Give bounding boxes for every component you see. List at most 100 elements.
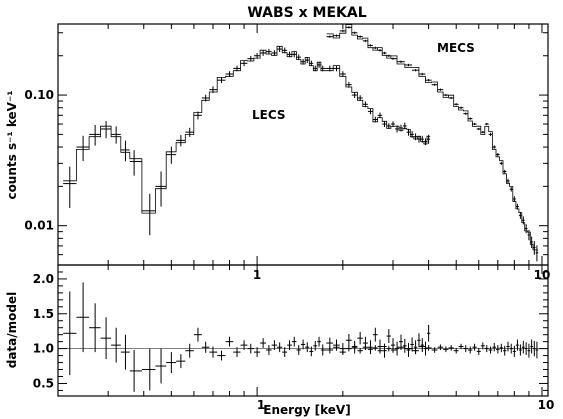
top-y-axis-label: counts s⁻¹ keV⁻¹ bbox=[5, 90, 19, 199]
mecs-data-point bbox=[488, 132, 493, 137]
lecs-data-point bbox=[326, 65, 334, 72]
lecs-data-point bbox=[129, 350, 142, 392]
mecs-data-point bbox=[351, 31, 358, 34]
mecs-data-point bbox=[404, 345, 413, 352]
mecs-data-point bbox=[515, 203, 519, 210]
lecs-data-point bbox=[291, 336, 297, 347]
mecs-data-point bbox=[480, 342, 485, 350]
mecs-data-point bbox=[509, 343, 513, 354]
lecs-data-point bbox=[225, 336, 234, 347]
mecs-data-point bbox=[339, 349, 346, 355]
mecs-data-point bbox=[425, 345, 432, 351]
top-y-tick-label: 0.01 bbox=[24, 219, 54, 233]
lecs-data-point bbox=[296, 54, 301, 61]
top-panel: 1 100.010.10 bbox=[24, 24, 550, 282]
lecs-data-point bbox=[247, 55, 254, 62]
lecs-data-point bbox=[185, 127, 194, 137]
lecs-data-point bbox=[410, 131, 414, 138]
bottom-x-tick-label: 10 bbox=[538, 398, 555, 412]
lecs-data-point bbox=[185, 343, 194, 358]
lecs-data-point bbox=[382, 121, 387, 127]
lecs-data-point bbox=[193, 111, 202, 120]
mecs-data-point bbox=[333, 34, 340, 37]
lecs-data-point bbox=[271, 50, 278, 56]
mecs-data-point bbox=[425, 79, 432, 82]
bottom-y-tick-label: 1.0 bbox=[33, 342, 54, 356]
lecs-data-point bbox=[63, 166, 77, 209]
lecs-data-point bbox=[63, 291, 77, 376]
mecs-data-point bbox=[431, 83, 438, 86]
mecs-data-point bbox=[518, 212, 522, 219]
mecs-data-point bbox=[458, 106, 464, 109]
lecs-data-point bbox=[420, 135, 424, 143]
mecs-data-point bbox=[357, 35, 363, 38]
mecs-data-point bbox=[518, 344, 522, 356]
lecs-data-point bbox=[260, 338, 267, 348]
lecs-data-point bbox=[402, 122, 407, 130]
lecs-data-point bbox=[282, 347, 288, 357]
mecs-data-point bbox=[480, 131, 485, 134]
mecs-data-point bbox=[506, 341, 510, 352]
mecs-data-point bbox=[362, 344, 368, 351]
lecs-data-point bbox=[287, 51, 292, 58]
lecs-data-point bbox=[357, 95, 363, 101]
mecs-data-point bbox=[345, 26, 352, 29]
lecs-data-point bbox=[120, 140, 130, 162]
mecs-data-point bbox=[527, 230, 531, 241]
lecs-data-point bbox=[317, 336, 321, 347]
lecs-data-point bbox=[313, 65, 318, 72]
mecs-data-point bbox=[418, 343, 426, 350]
lecs-data-point bbox=[357, 331, 363, 345]
lecs-data-point bbox=[317, 62, 321, 68]
lecs-data-point bbox=[100, 121, 112, 139]
lecs-data-point bbox=[345, 333, 352, 347]
lecs-data-point bbox=[253, 52, 261, 59]
lecs-data-point bbox=[260, 50, 267, 56]
bottom-panel-frame bbox=[57, 264, 549, 397]
mecs-data-point bbox=[453, 347, 459, 354]
lecs-data-point bbox=[176, 354, 186, 369]
lecs-data-point bbox=[217, 77, 226, 84]
lecs-data-point bbox=[423, 341, 428, 356]
mecs-data-point bbox=[535, 245, 539, 262]
chart-title: WABS x MEKAL bbox=[247, 5, 366, 21]
lecs-data-point bbox=[300, 58, 306, 65]
lecs-data-point bbox=[313, 340, 318, 351]
mecs-data-point bbox=[535, 341, 539, 359]
mecs-data-point bbox=[512, 196, 516, 202]
mecs-data-point bbox=[412, 69, 419, 72]
lecs-data-point bbox=[209, 86, 218, 94]
mecs-data-point bbox=[458, 343, 464, 350]
lecs-data-point bbox=[372, 327, 378, 342]
mecs-data-point bbox=[351, 343, 358, 350]
lecs-data-point bbox=[155, 171, 167, 207]
mecs-data-point bbox=[443, 346, 449, 353]
mecs-data-point bbox=[382, 51, 387, 55]
x-axis-label: Energy [keV] bbox=[263, 403, 350, 417]
mecs-data-point bbox=[453, 103, 459, 106]
mecs-data-point bbox=[448, 345, 454, 351]
mecs-data-point bbox=[484, 345, 489, 353]
mecs-data-point bbox=[386, 54, 391, 57]
lecs-data-point bbox=[309, 60, 314, 67]
lecs-data-point bbox=[339, 71, 346, 77]
mecs-data-point bbox=[492, 343, 497, 352]
lecs-data-point bbox=[423, 138, 428, 146]
lecs-data-point bbox=[399, 124, 403, 132]
mecs-data-point bbox=[397, 60, 405, 63]
lecs-data-point bbox=[427, 324, 431, 342]
lecs-data-point bbox=[300, 339, 306, 350]
mecs-data-point bbox=[326, 346, 334, 354]
lecs-data-point bbox=[287, 340, 292, 351]
lecs-data-point bbox=[406, 128, 411, 136]
mecs-data-point bbox=[345, 345, 352, 352]
lecs-data-point bbox=[89, 124, 101, 146]
mecs-data-point bbox=[472, 343, 477, 351]
mecs-data-point bbox=[463, 112, 468, 115]
lecs-data-point bbox=[305, 342, 310, 353]
mecs-data-point bbox=[503, 345, 507, 356]
lecs-data-point bbox=[233, 65, 241, 72]
lecs-data-point bbox=[282, 47, 288, 54]
mecs-data-point bbox=[530, 339, 533, 354]
mecs-data-point bbox=[509, 187, 513, 192]
